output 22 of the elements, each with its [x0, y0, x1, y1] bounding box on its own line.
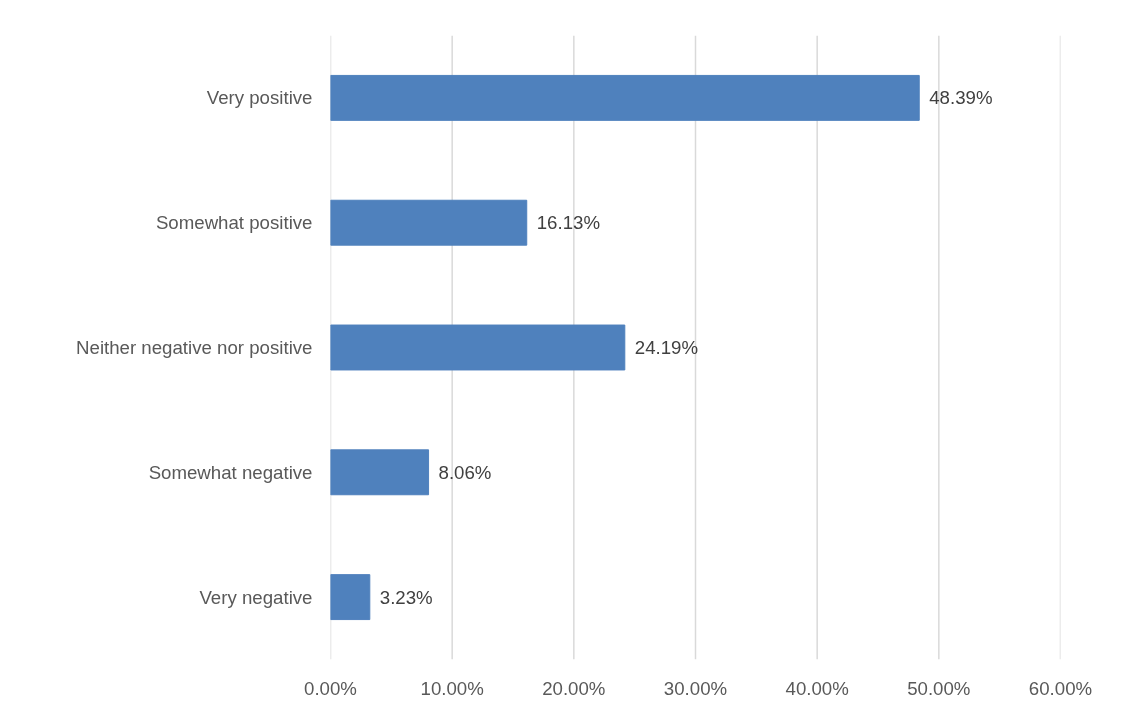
- data-label: 8.06%: [438, 461, 492, 483]
- data-label: 16.13%: [536, 212, 601, 234]
- data-label: 3.23%: [379, 586, 433, 608]
- x-tick-label: 20.00%: [542, 677, 606, 699]
- x-tick-label: 50.00%: [907, 677, 971, 699]
- x-tick-label: 30.00%: [663, 677, 728, 699]
- bar: [330, 574, 371, 621]
- x-tick-label: 40.00%: [785, 677, 849, 699]
- y-tick-label: Very negative: [199, 586, 313, 608]
- y-tick-label: Neither negative nor positive: [76, 337, 313, 358]
- bar: [330, 199, 528, 246]
- data-label: 24.19%: [634, 337, 699, 358]
- bar: [330, 324, 626, 371]
- y-tick-label: Somewhat positive: [155, 212, 313, 234]
- y-tick-label: Very positive: [206, 87, 313, 109]
- data-label: 48.39%: [929, 87, 993, 109]
- y-tick-label: Somewhat negative: [148, 461, 313, 483]
- x-tick-label: 0.00%: [304, 677, 357, 699]
- bar: [330, 74, 920, 121]
- bar: [330, 449, 430, 496]
- x-tick-label: 10.00%: [420, 677, 484, 699]
- x-tick-label: 60.00%: [1028, 677, 1093, 699]
